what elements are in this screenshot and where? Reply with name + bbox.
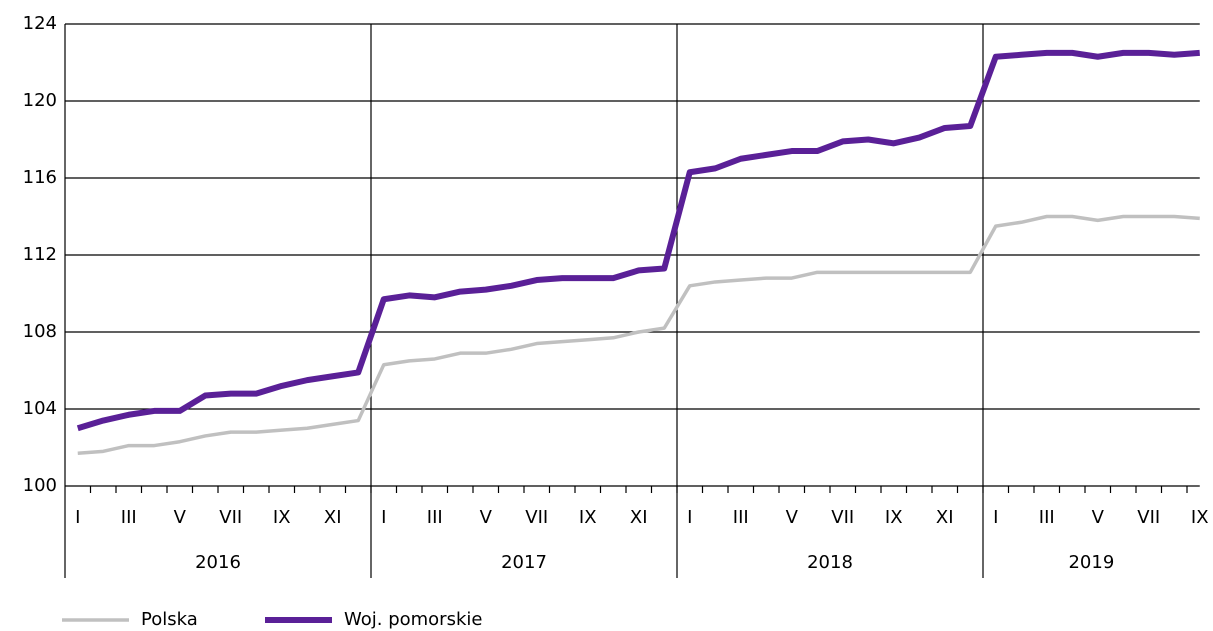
y-tick-label: 112 bbox=[23, 244, 57, 265]
y-tick-label: 120 bbox=[23, 90, 57, 111]
x-tick-label: VII bbox=[1137, 507, 1160, 528]
x-tick-label: III bbox=[121, 507, 137, 528]
y-tick-label: 100 bbox=[23, 475, 57, 496]
x-tick-label: V bbox=[786, 507, 799, 528]
legend-label: Polska bbox=[141, 609, 198, 630]
x-tick-label: IX bbox=[1191, 507, 1209, 528]
y-tick-label: 116 bbox=[23, 167, 57, 188]
x-tick-label: III bbox=[1039, 507, 1055, 528]
x-tick-label: IX bbox=[885, 507, 903, 528]
x-tick-label: V bbox=[1092, 507, 1105, 528]
x-tick-label: V bbox=[480, 507, 493, 528]
x-group-label: 2018 bbox=[807, 552, 853, 573]
x-tick-label: I bbox=[993, 507, 998, 528]
y-tick-label: 104 bbox=[23, 398, 57, 419]
x-tick-label: IX bbox=[273, 507, 291, 528]
x-group-label: 2016 bbox=[195, 552, 241, 573]
x-tick-label: VII bbox=[525, 507, 548, 528]
x-tick-label: III bbox=[733, 507, 749, 528]
x-tick-label: VII bbox=[219, 507, 242, 528]
line-series bbox=[77, 214, 1200, 456]
x-tick-label: I bbox=[75, 507, 80, 528]
line-series bbox=[76, 49, 1200, 432]
x-tick-label: V bbox=[174, 507, 187, 528]
x-tick-label: I bbox=[381, 507, 386, 528]
x-tick-label: I bbox=[687, 507, 692, 528]
x-group-label: 2017 bbox=[501, 552, 547, 573]
legend-label: Woj. pomorskie bbox=[344, 609, 482, 630]
x-tick-label: XI bbox=[936, 507, 954, 528]
y-tick-label: 124 bbox=[23, 13, 57, 34]
x-tick-label: XI bbox=[630, 507, 648, 528]
x-group-label: 2019 bbox=[1068, 552, 1114, 573]
x-tick-label: VII bbox=[831, 507, 854, 528]
x-tick-label: XI bbox=[324, 507, 342, 528]
x-tick-label: IX bbox=[579, 507, 597, 528]
x-tick-label: III bbox=[427, 507, 443, 528]
y-tick-label: 108 bbox=[23, 321, 57, 342]
